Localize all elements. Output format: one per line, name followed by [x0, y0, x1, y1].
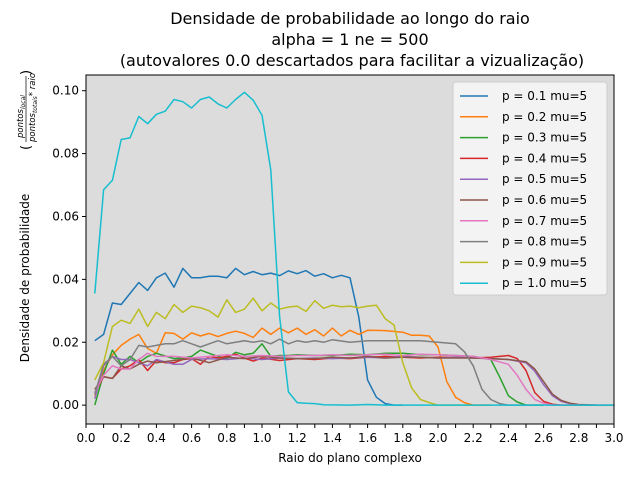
series-line-4: [94, 353, 579, 406]
x-tick-label: 2.2: [464, 431, 483, 445]
x-tick-label: 0.0: [76, 431, 95, 445]
x-tick-label: 1.8: [393, 431, 412, 445]
legend-label-6: p = 0.6 mu=5: [502, 193, 587, 207]
legend: p = 0.1 mu=5 p = 0.2 mu=5 p = 0.3 mu=5 p = …: [452, 81, 608, 296]
series-line-10: [94, 91, 614, 406]
x-tick-label: 1.4: [323, 431, 342, 445]
series-line-6: [94, 355, 614, 406]
legend-label-9: p = 0.9 mu=5: [502, 255, 587, 269]
y-tick-label: 0.08: [52, 147, 79, 161]
legend-label-10: p = 1.0 mu=5: [502, 276, 587, 290]
series-line-9: [94, 297, 474, 406]
x-tick-label: 1.6: [358, 431, 377, 445]
legend-frame: [452, 81, 608, 296]
legend-label-1: p = 0.1 mu=5: [502, 89, 587, 103]
x-tick-label: 0.2: [112, 431, 131, 445]
legend-label-8: p = 0.8 mu=5: [502, 235, 587, 249]
y-axis-frac-denominator: pontostotais* raio: [28, 73, 39, 143]
x-tick-label: 2.6: [534, 431, 553, 445]
x-tick-label: 0.4: [147, 431, 166, 445]
y-axis-paren-open: (: [19, 145, 34, 150]
y-axis-label: Densidade de probabilidade: [18, 194, 32, 363]
x-axis-ticks: 0.0 0.2 0.4 0.6 0.8 1.0 1.2 1.4 1.6 1.8 2.0 2.2 2.4 2…: [76, 424, 624, 445]
series-line-5: [94, 355, 597, 406]
chart-title-line-3: (autovalores 0.0 descartados para facili…: [120, 51, 584, 70]
x-tick-label: 0.8: [217, 431, 236, 445]
x-tick-label: 2.4: [499, 431, 518, 445]
series-lines: [94, 91, 614, 406]
y-axis-paren-close: ): [19, 70, 34, 75]
series-line-7: [94, 352, 579, 406]
y-tick-label: 0.04: [52, 272, 79, 286]
x-tick-label: 3.0: [604, 431, 623, 445]
chart-title-line-2: alpha = 1 ne = 500: [271, 30, 428, 49]
x-tick-label: 1.2: [288, 431, 307, 445]
x-tick-label: 2.8: [569, 431, 588, 445]
legend-label-2: p = 0.2 mu=5: [502, 110, 587, 124]
series-line-1: [94, 267, 403, 406]
legend-label-5: p = 0.5 mu=5: [502, 172, 587, 186]
y-tick-label: 0.00: [52, 398, 79, 412]
y-axis-frac-numerator: pontoslocal: [16, 95, 27, 139]
y-tick-label: 0.02: [52, 335, 79, 349]
y-tick-label: 0.06: [52, 209, 79, 223]
x-tick-label: 0.6: [182, 431, 201, 445]
y-axis-label-group: Densidade de probabilidade ( pontoslocal…: [16, 70, 39, 362]
y-tick-label: 0.10: [52, 84, 79, 98]
legend-label-7: p = 0.7 mu=5: [502, 214, 587, 228]
x-tick-label: 2.0: [428, 431, 447, 445]
x-axis-label: Raio do plano complexo: [278, 451, 422, 465]
legend-label-4: p = 0.4 mu=5: [502, 151, 587, 165]
y-axis-ticks: 0.00 0.02 0.04 0.06 0.08 0.10: [52, 84, 86, 412]
y-axis-label-fraction: ( pontoslocal pontostotais* raio ): [16, 70, 39, 150]
series-line-8: [94, 338, 544, 406]
chart-title-line-1: Densidade de probabilidade ao longo do r…: [170, 9, 530, 28]
legend-label-3: p = 0.3 mu=5: [502, 131, 587, 145]
x-tick-label: 1.0: [252, 431, 271, 445]
